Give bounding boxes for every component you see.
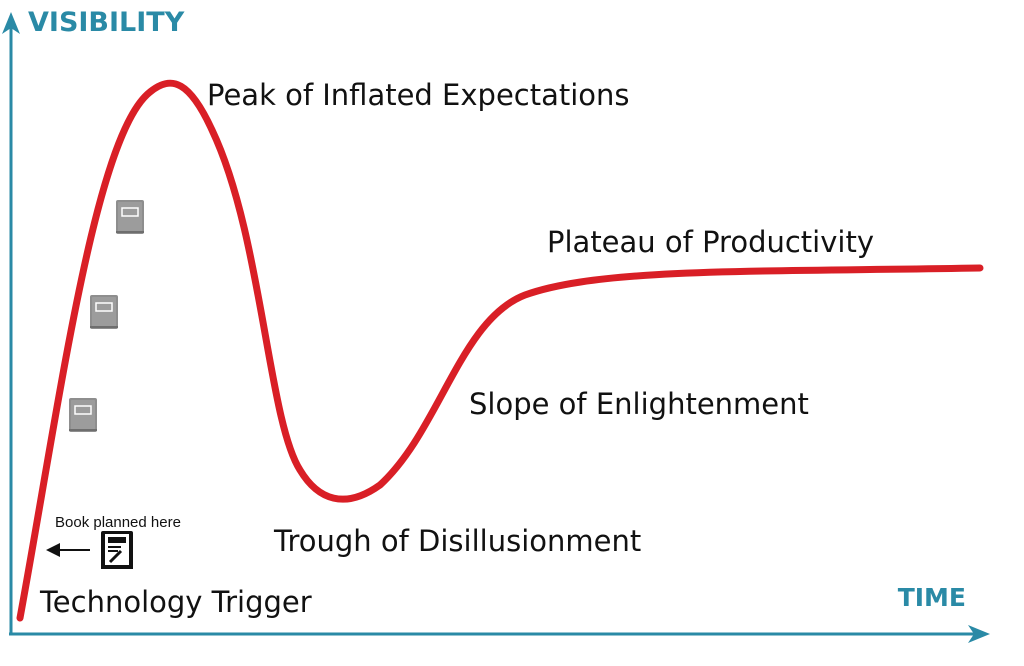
y-axis-arrowhead bbox=[2, 12, 20, 34]
x-axis-title: TIME bbox=[898, 583, 966, 612]
x-axis-arrowhead bbox=[968, 625, 990, 643]
book-icon bbox=[116, 200, 144, 234]
arrow-left-icon bbox=[46, 543, 90, 557]
label-plateau: Plateau of Productivity bbox=[547, 225, 874, 259]
annotation-note: Book planned here bbox=[55, 514, 181, 531]
hype-curve bbox=[16, 79, 984, 622]
x-axis bbox=[9, 625, 990, 643]
label-peak: Peak of Inflated Expectations bbox=[207, 78, 630, 112]
y-axis bbox=[2, 12, 20, 635]
label-trigger: Technology Trigger bbox=[39, 585, 312, 619]
book-icon bbox=[90, 295, 118, 329]
label-trough: Trough of Disillusionment bbox=[273, 524, 641, 558]
book-pen-icon bbox=[101, 531, 133, 569]
book-icon bbox=[69, 398, 97, 432]
y-axis-title: VISIBILITY bbox=[28, 7, 185, 38]
label-slope: Slope of Enlightenment bbox=[469, 387, 809, 421]
